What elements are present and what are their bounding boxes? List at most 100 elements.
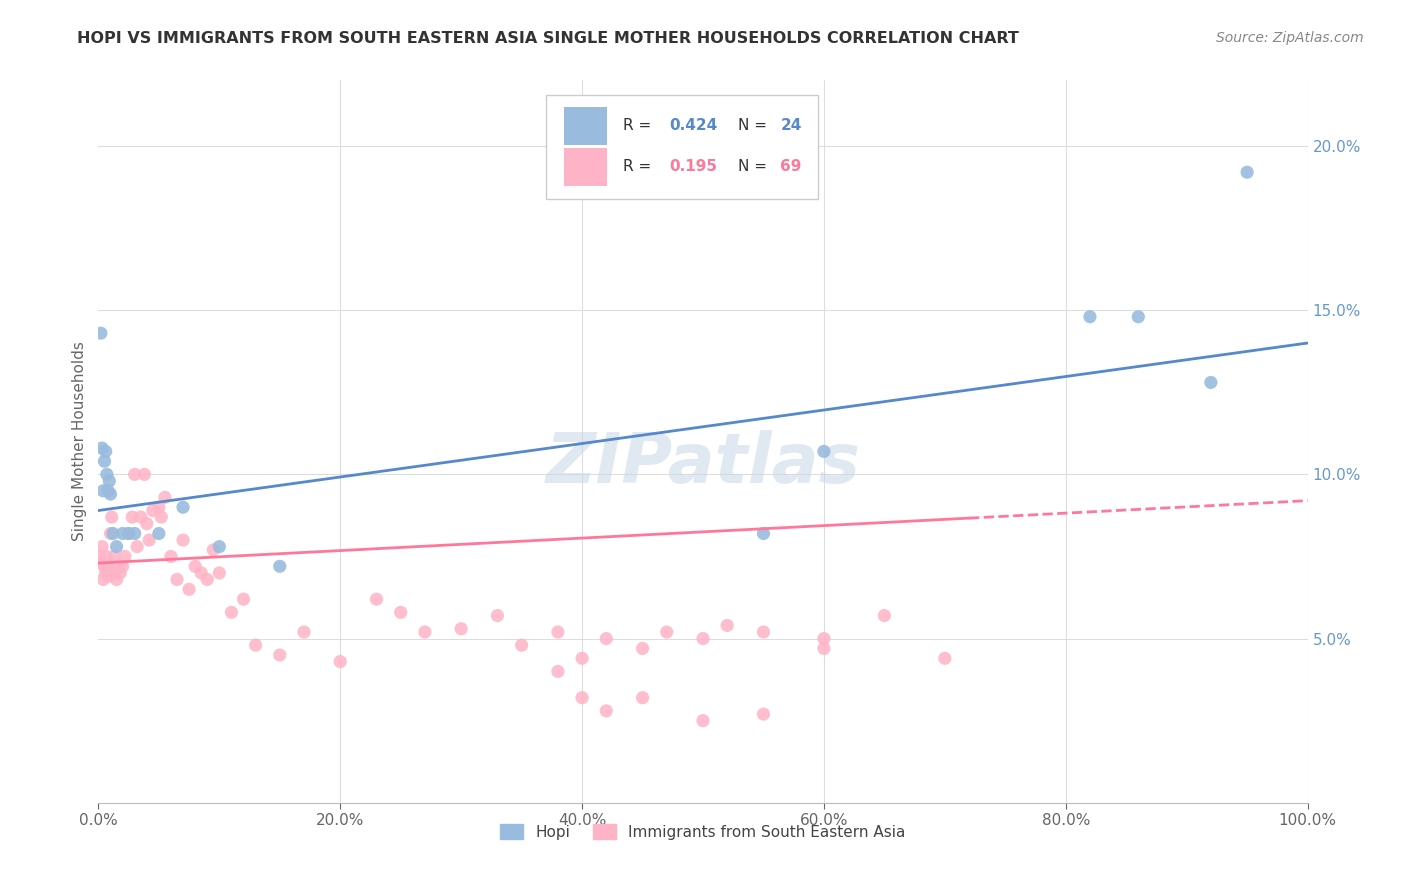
Point xyxy=(1236,165,1258,179)
Point xyxy=(631,641,654,656)
Point xyxy=(510,638,533,652)
Text: N =: N = xyxy=(738,119,772,133)
Point xyxy=(94,566,117,580)
Point xyxy=(148,526,170,541)
Point xyxy=(389,605,412,619)
Point xyxy=(96,549,118,564)
FancyBboxPatch shape xyxy=(564,148,607,186)
Point xyxy=(100,487,122,501)
Point xyxy=(101,566,124,580)
Point xyxy=(547,665,569,679)
Text: R =: R = xyxy=(623,160,657,175)
Point xyxy=(93,559,115,574)
Text: N =: N = xyxy=(738,160,772,175)
Point xyxy=(166,573,188,587)
Point xyxy=(366,592,388,607)
Point xyxy=(150,510,173,524)
Point xyxy=(93,454,115,468)
Point xyxy=(98,569,121,583)
Point xyxy=(292,625,315,640)
Point xyxy=(153,491,176,505)
Point xyxy=(127,540,149,554)
Point xyxy=(232,592,254,607)
Point xyxy=(172,533,194,547)
Point xyxy=(111,526,134,541)
Point xyxy=(450,622,472,636)
FancyBboxPatch shape xyxy=(564,107,607,145)
Text: Source: ZipAtlas.com: Source: ZipAtlas.com xyxy=(1216,31,1364,45)
Point xyxy=(195,573,218,587)
Point xyxy=(105,573,128,587)
Point xyxy=(89,549,111,564)
Point xyxy=(329,655,352,669)
Point xyxy=(94,444,117,458)
Point xyxy=(221,605,243,619)
Point xyxy=(190,566,212,580)
Point xyxy=(269,648,291,662)
Point xyxy=(184,559,207,574)
Point xyxy=(134,467,156,482)
Point xyxy=(752,625,775,640)
Point xyxy=(142,503,165,517)
Point xyxy=(90,326,112,340)
Point xyxy=(571,651,593,665)
Point xyxy=(752,707,775,722)
Point xyxy=(595,704,617,718)
Point xyxy=(111,559,134,574)
Point xyxy=(1128,310,1150,324)
Point xyxy=(148,500,170,515)
Legend: Hopi, Immigrants from South Eastern Asia: Hopi, Immigrants from South Eastern Asia xyxy=(494,818,912,846)
Point xyxy=(103,549,125,564)
Text: 69: 69 xyxy=(780,160,801,175)
Point xyxy=(692,714,714,728)
Point xyxy=(101,526,124,541)
Point xyxy=(100,510,122,524)
Text: 0.195: 0.195 xyxy=(669,160,717,175)
Point xyxy=(716,618,738,632)
Text: 24: 24 xyxy=(780,119,801,133)
Point xyxy=(208,540,231,554)
Text: 0.424: 0.424 xyxy=(669,119,717,133)
Point xyxy=(90,556,112,570)
Point xyxy=(813,632,835,646)
Point xyxy=(486,608,509,623)
Point xyxy=(269,559,291,574)
Point xyxy=(752,526,775,541)
Point xyxy=(631,690,654,705)
Point xyxy=(135,516,157,531)
Point xyxy=(91,441,114,455)
Point xyxy=(413,625,436,640)
Point xyxy=(91,573,114,587)
Point xyxy=(107,559,129,574)
Point xyxy=(108,566,131,580)
Point xyxy=(160,549,183,564)
Point xyxy=(245,638,267,652)
Point xyxy=(813,444,835,458)
Point xyxy=(98,474,121,488)
Point xyxy=(179,582,201,597)
Point xyxy=(595,632,617,646)
Point xyxy=(655,625,678,640)
Point xyxy=(97,483,120,498)
Point xyxy=(571,690,593,705)
Point xyxy=(97,559,120,574)
Point xyxy=(208,566,231,580)
Point xyxy=(692,632,714,646)
Point xyxy=(547,625,569,640)
Text: R =: R = xyxy=(623,119,657,133)
Point xyxy=(1078,310,1101,324)
Point xyxy=(91,483,114,498)
Point xyxy=(118,526,141,541)
FancyBboxPatch shape xyxy=(546,95,818,200)
Point xyxy=(934,651,956,665)
Point xyxy=(118,526,141,541)
Point xyxy=(873,608,896,623)
Point xyxy=(813,641,835,656)
Text: HOPI VS IMMIGRANTS FROM SOUTH EASTERN ASIA SINGLE MOTHER HOUSEHOLDS CORRELATION : HOPI VS IMMIGRANTS FROM SOUTH EASTERN AS… xyxy=(77,31,1019,46)
Point xyxy=(124,467,146,482)
Point xyxy=(105,540,128,554)
Point xyxy=(138,533,160,547)
Point xyxy=(100,526,122,541)
Point xyxy=(114,549,136,564)
Point xyxy=(121,510,143,524)
